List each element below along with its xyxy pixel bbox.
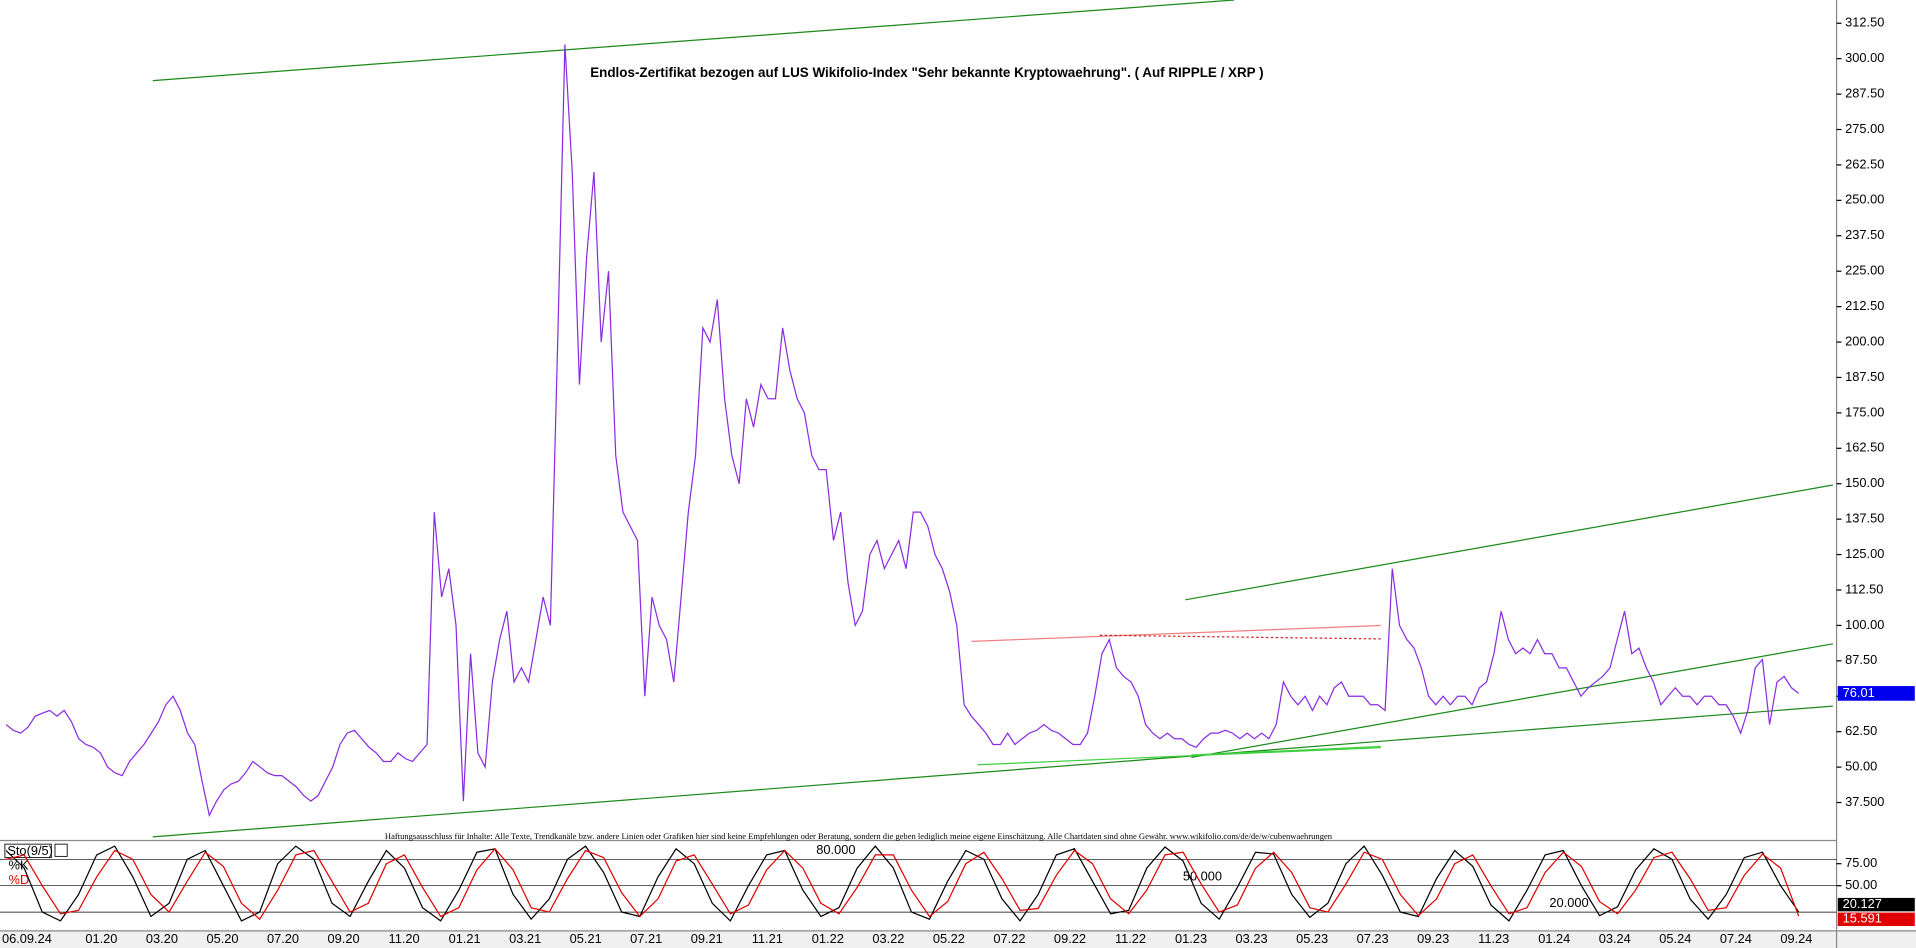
trend-line: [1185, 484, 1834, 601]
y-tick-label: 262.50: [1845, 156, 1884, 171]
last-value-label: 15.591: [1843, 911, 1882, 926]
last-value-label: 20.127: [1843, 896, 1882, 911]
y-tick-label: 62.50: [1845, 723, 1877, 738]
y-tick-label: 37.500: [1845, 794, 1884, 809]
x-tick-label: 01.24: [1538, 931, 1570, 946]
trend-line: [971, 624, 1381, 642]
y-tick-label: 50.00: [1845, 758, 1877, 773]
last-value-box: [1837, 897, 1915, 912]
level-label: 80.000: [816, 842, 855, 857]
x-tick-label: 09.22: [1054, 931, 1086, 946]
trend-line: [977, 747, 1381, 766]
x-tick-label: 07.23: [1357, 931, 1389, 946]
trend-line: [1191, 643, 1834, 759]
y-tick-label: 162.50: [1845, 440, 1884, 455]
price-line: [5, 44, 1800, 818]
y-tick-label: 312.50: [1845, 15, 1884, 30]
x-tick-label: 09.24: [1780, 931, 1812, 946]
x-tick-label: 03.20: [146, 931, 178, 946]
disclaimer: Haftungsausschluss für Inhalte: Alle Tex…: [385, 831, 1333, 841]
y-tick-label: 212.50: [1845, 298, 1884, 313]
y-tick-label: 87.50: [1845, 652, 1877, 667]
x-axis-band: [0, 930, 1916, 948]
x-tick-label: 07.24: [1720, 931, 1752, 946]
x-tick-label: 03.24: [1599, 931, 1631, 946]
legend-label: %D: [9, 872, 30, 887]
y-tick-label: 125.00: [1845, 546, 1884, 561]
x-tick-label: 03.22: [872, 931, 904, 946]
x-tick-label: 01.20: [85, 931, 117, 946]
y-tick-label: 275.00: [1845, 121, 1884, 136]
y-tick-label: 137.50: [1845, 511, 1884, 526]
indicator-button[interactable]: [54, 843, 68, 857]
x-tick-label: 06.09.24: [2, 931, 52, 946]
x-tick-label: 03.21: [509, 931, 541, 946]
x-tick-label: 05.22: [933, 931, 965, 946]
y-tick-label: 287.50: [1845, 85, 1884, 100]
y-tick-label: 75.00: [1845, 855, 1877, 870]
y-tick-label: 300.00: [1845, 50, 1884, 65]
trend-line: [152, 0, 1235, 82]
y-tick-label: 225.00: [1845, 263, 1884, 278]
x-tick-label: 07.21: [630, 931, 662, 946]
chart-title: Endlos-Zertifikat bezogen auf LUS Wikifo…: [590, 65, 1263, 80]
trend-lines: [152, 0, 1834, 838]
x-tick-label: 05.23: [1296, 931, 1328, 946]
indicator-line: [5, 847, 1800, 921]
x-tick-label: 09.23: [1417, 931, 1449, 946]
x-tick-label: 01.21: [449, 931, 481, 946]
y-tick-label: 112.50: [1845, 581, 1883, 596]
last-value-box: [1837, 912, 1915, 927]
x-tick-label: 07.20: [267, 931, 299, 946]
y-tick-label: 237.50: [1845, 227, 1884, 242]
last-value-label: 76.01: [1843, 685, 1875, 700]
y-tick-label: 150.00: [1845, 475, 1884, 490]
y-tick-label: 50.00: [1845, 877, 1877, 892]
x-tick-label: 01.22: [812, 931, 844, 946]
x-tick-label: 09.20: [328, 931, 360, 946]
indicator-box: [4, 843, 52, 859]
last-value-box: [1837, 686, 1915, 701]
x-tick-label: 11.21: [752, 931, 783, 946]
x-tick-label: 03.23: [1236, 931, 1268, 946]
y-tick-label: 100.00: [1845, 617, 1884, 632]
x-tick-label: 09.21: [691, 931, 723, 946]
x-tick-label: 01.23: [1175, 931, 1207, 946]
x-tick-label: 11.23: [1478, 931, 1509, 946]
x-tick-label: 05.20: [206, 931, 238, 946]
x-tick-label: 05.24: [1659, 931, 1691, 946]
level-label: 50.000: [1183, 869, 1222, 884]
x-tick-label: 07.22: [993, 931, 1025, 946]
y-tick-label: 187.50: [1845, 369, 1884, 384]
y-tick-label: 200.00: [1845, 333, 1884, 348]
legend-label: %K: [9, 858, 29, 873]
level-label: 20.000: [1549, 895, 1588, 910]
y-tick-label: 250.00: [1845, 192, 1884, 207]
indicator-title: Sto(9/5): [7, 843, 53, 858]
y-tick-label: 175.00: [1845, 404, 1884, 419]
x-tick-label: 11.20: [389, 931, 420, 946]
trend-line: [152, 705, 1833, 838]
x-tick-label: 05.21: [570, 931, 602, 946]
trend-line: [1191, 745, 1381, 756]
x-tick-label: 11.22: [1115, 931, 1146, 946]
